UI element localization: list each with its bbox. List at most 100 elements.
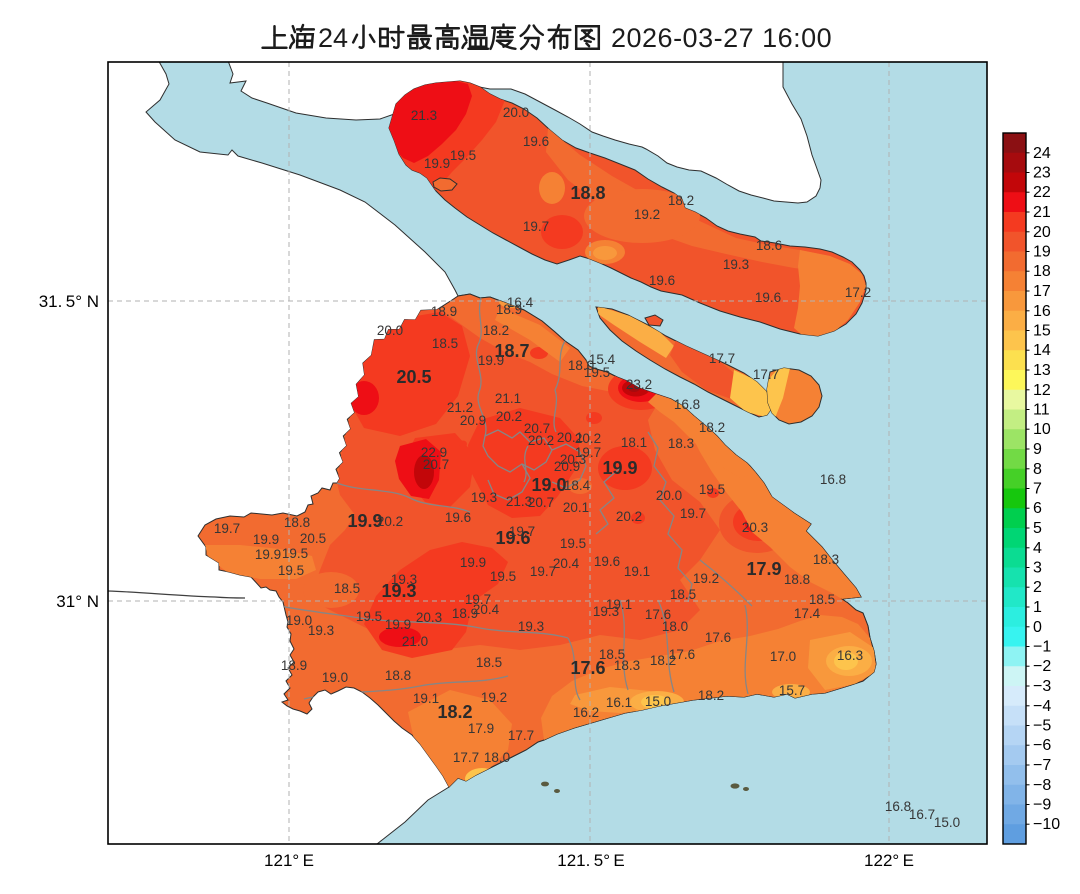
- svg-text:19.5: 19.5: [584, 365, 610, 380]
- svg-text:0: 0: [1033, 619, 1042, 636]
- svg-text:17.6: 17.6: [705, 630, 731, 645]
- svg-text:20.0: 20.0: [503, 105, 529, 120]
- svg-text:19.2: 19.2: [634, 207, 660, 222]
- svg-text:19.3: 19.3: [518, 619, 544, 634]
- svg-text:18.6: 18.6: [756, 238, 782, 253]
- svg-text:18.2: 18.2: [668, 193, 694, 208]
- svg-text:19.5: 19.5: [699, 482, 725, 497]
- svg-text:20.3: 20.3: [560, 452, 586, 467]
- svg-text:19.1: 19.1: [413, 691, 439, 706]
- svg-text:17.6: 17.6: [669, 647, 695, 662]
- svg-text:20.1: 20.1: [563, 500, 589, 515]
- svg-text:20: 20: [1033, 224, 1051, 241]
- svg-text:18.1: 18.1: [621, 435, 647, 450]
- svg-text:19.7: 19.7: [575, 445, 601, 460]
- svg-text:−4: −4: [1033, 698, 1051, 715]
- svg-text:16: 16: [1033, 303, 1051, 320]
- svg-text:20.4: 20.4: [473, 602, 500, 617]
- svg-text:18.9: 18.9: [431, 304, 457, 319]
- svg-text:19.9: 19.9: [253, 532, 279, 547]
- svg-text:18.5: 18.5: [809, 592, 835, 607]
- svg-text:17.7: 17.7: [753, 367, 779, 382]
- svg-text:19.3: 19.3: [723, 257, 749, 272]
- svg-text:8: 8: [1033, 461, 1042, 478]
- svg-text:−2: −2: [1033, 658, 1051, 675]
- svg-text:18.2: 18.2: [483, 323, 509, 338]
- svg-text:19: 19: [1033, 244, 1051, 261]
- svg-text:18.9: 18.9: [496, 302, 522, 317]
- svg-text:15.7: 15.7: [779, 683, 805, 698]
- svg-text:18.8: 18.8: [385, 668, 411, 683]
- svg-text:19.6: 19.6: [755, 290, 781, 305]
- svg-text:20.2: 20.2: [575, 431, 601, 446]
- svg-text:−6: −6: [1033, 737, 1051, 754]
- svg-text:2: 2: [1033, 579, 1042, 596]
- svg-text:18.9: 18.9: [452, 606, 478, 621]
- svg-text:17.2: 17.2: [845, 285, 871, 300]
- svg-text:19.0: 19.0: [322, 670, 348, 685]
- svg-text:19.2: 19.2: [481, 690, 507, 705]
- svg-text:18.8: 18.8: [784, 572, 810, 587]
- svg-text:31° N: 31° N: [56, 592, 99, 611]
- svg-text:16.8: 16.8: [674, 397, 700, 412]
- svg-text:19.5: 19.5: [560, 536, 586, 551]
- svg-text:18.2: 18.2: [698, 688, 724, 703]
- svg-text:18.3: 18.3: [813, 552, 839, 567]
- svg-text:17.9: 17.9: [468, 721, 494, 736]
- svg-text:18.2: 18.2: [650, 653, 676, 668]
- svg-text:31. 5° N: 31. 5° N: [39, 292, 99, 311]
- svg-text:16.1: 16.1: [606, 695, 632, 710]
- svg-text:17.7: 17.7: [508, 728, 534, 743]
- svg-text:19.7: 19.7: [680, 506, 706, 521]
- svg-text:19.7: 19.7: [523, 219, 549, 234]
- svg-text:17.7: 17.7: [453, 750, 479, 765]
- svg-text:18.8: 18.8: [570, 183, 605, 203]
- svg-text:3: 3: [1033, 560, 1042, 577]
- svg-text:19.3: 19.3: [593, 604, 619, 619]
- svg-text:16.3: 16.3: [837, 648, 863, 663]
- svg-text:20.3: 20.3: [416, 610, 442, 625]
- svg-text:16.8: 16.8: [820, 472, 846, 487]
- svg-text:20.2: 20.2: [496, 409, 522, 424]
- svg-text:1: 1: [1033, 599, 1042, 616]
- svg-text:19.1: 19.1: [606, 597, 632, 612]
- svg-text:18.5: 18.5: [599, 647, 625, 662]
- svg-text:15.0: 15.0: [645, 694, 671, 709]
- svg-text:19.0: 19.0: [531, 475, 566, 495]
- svg-text:20.3: 20.3: [742, 520, 768, 535]
- svg-text:7: 7: [1033, 481, 1042, 498]
- svg-text:22.9: 22.9: [421, 445, 447, 460]
- svg-text:4: 4: [1033, 540, 1042, 557]
- svg-text:19.6: 19.6: [594, 554, 620, 569]
- svg-text:15.0: 15.0: [934, 815, 960, 830]
- svg-text:19.3: 19.3: [381, 581, 416, 601]
- svg-text:21.2: 21.2: [447, 400, 473, 415]
- svg-text:5: 5: [1033, 520, 1042, 537]
- svg-text:19.9: 19.9: [460, 555, 486, 570]
- svg-text:20.7: 20.7: [524, 421, 550, 436]
- svg-text:18.3: 18.3: [668, 436, 694, 451]
- svg-text:17.7: 17.7: [709, 351, 735, 366]
- svg-text:19.9: 19.9: [602, 458, 637, 478]
- svg-text:21.3: 21.3: [411, 108, 437, 123]
- svg-text:−1: −1: [1033, 639, 1051, 656]
- svg-text:20.0: 20.0: [656, 488, 682, 503]
- svg-text:6: 6: [1033, 500, 1042, 517]
- svg-text:19.5: 19.5: [278, 563, 304, 578]
- svg-text:10: 10: [1033, 421, 1051, 438]
- svg-text:20.9: 20.9: [554, 459, 580, 474]
- svg-text:20.5: 20.5: [396, 367, 431, 387]
- svg-text:19.1: 19.1: [624, 564, 650, 579]
- svg-text:−3: −3: [1033, 678, 1051, 695]
- svg-text:18.5: 18.5: [432, 336, 458, 351]
- svg-text:18.9: 18.9: [281, 658, 307, 673]
- svg-text:−10: −10: [1033, 816, 1060, 833]
- svg-text:23.2: 23.2: [626, 377, 652, 392]
- svg-text:19.5: 19.5: [490, 569, 516, 584]
- svg-text:19.3: 19.3: [308, 623, 334, 638]
- svg-text:18.2: 18.2: [699, 420, 725, 435]
- svg-text:12: 12: [1033, 382, 1051, 399]
- svg-text:18.0: 18.0: [484, 750, 510, 765]
- svg-text:16.2: 16.2: [573, 705, 599, 720]
- svg-text:19.9: 19.9: [255, 547, 281, 562]
